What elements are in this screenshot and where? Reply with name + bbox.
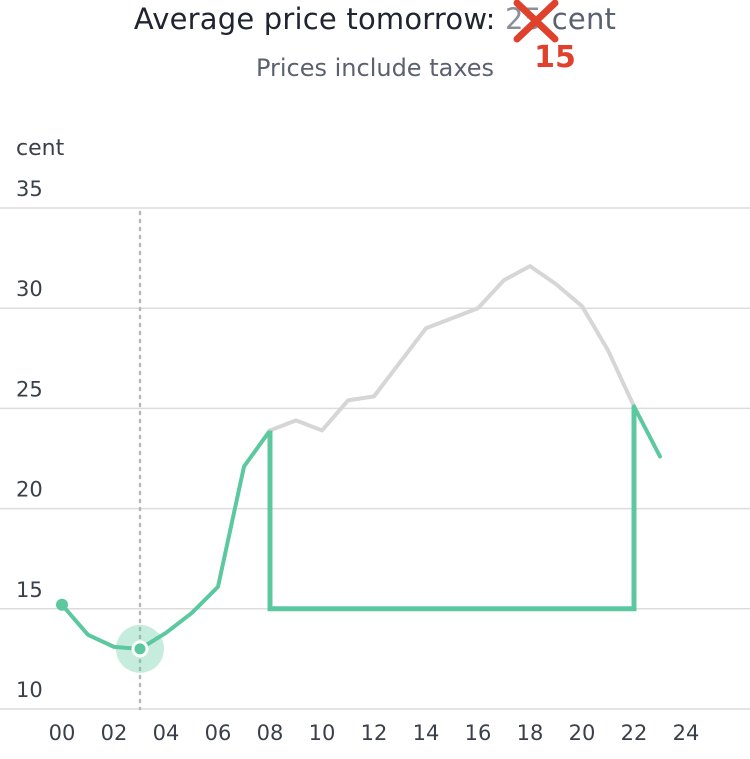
x-tick-10: 10 — [309, 721, 336, 745]
y-tick-10: 10 — [16, 678, 43, 702]
x-tick-24: 24 — [673, 721, 700, 745]
correction-annotation: 15 — [267, 0, 637, 612]
cross-stroke-2 — [513, 0, 559, 43]
x-tick-08: 08 — [257, 721, 284, 745]
corrected-value: 15 — [534, 40, 576, 75]
x-tick-14: 14 — [413, 721, 440, 745]
title-unit: cent — [542, 2, 617, 36]
annotation-bracket — [267, 406, 637, 612]
start-point — [56, 598, 68, 611]
x-tick-labels: 00 02 04 06 08 10 12 14 16 18 20 22 24 — [49, 721, 700, 745]
y-tick-20: 20 — [16, 478, 43, 502]
point-markers — [56, 598, 164, 673]
series-segment-early — [60, 428, 272, 651]
grid-lines — [0, 207, 750, 710]
chart-subtitle: Prices include taxes — [255, 54, 495, 82]
x-tick-02: 02 — [101, 721, 128, 745]
y-tick-30: 30 — [16, 277, 43, 301]
x-tick-18: 18 — [517, 721, 544, 745]
x-tick-00: 00 — [49, 721, 76, 745]
y-tick-15: 15 — [16, 578, 43, 602]
y-tick-labels: 10 15 20 25 30 35 — [16, 177, 43, 702]
price-series — [60, 264, 662, 651]
title-prefix: Average price tomorrow: — [133, 2, 506, 36]
y-tick-35: 35 — [16, 177, 43, 201]
x-tick-20: 20 — [569, 721, 596, 745]
x-tick-06: 06 — [205, 721, 232, 745]
highlight-point — [131, 640, 149, 658]
series-segment-late — [632, 404, 662, 459]
x-tick-16: 16 — [465, 721, 492, 745]
x-tick-12: 12 — [361, 721, 388, 745]
y-tick-25: 25 — [16, 377, 43, 401]
y-axis-label: cent — [16, 136, 65, 161]
x-tick-04: 04 — [153, 721, 180, 745]
x-tick-22: 22 — [621, 721, 648, 745]
series-segment-mid — [268, 264, 636, 433]
